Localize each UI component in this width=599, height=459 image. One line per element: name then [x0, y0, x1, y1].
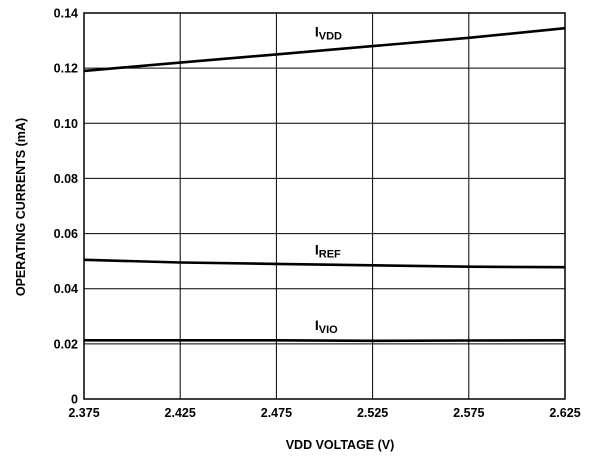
y-tick-label: 0.12 [54, 62, 78, 76]
y-tick-label: 0.10 [54, 117, 78, 131]
plot-frame [83, 12, 566, 400]
y-tick-label: 0.04 [54, 282, 78, 296]
tick-labels: 2.375 2.425 2.475 2.525 2.575 2.625 0 0.02 0.04 0… [54, 7, 581, 421]
y-axis-title: OPERATING CURRENTS (mA) [14, 118, 28, 296]
y-tick-label: 0 [71, 393, 78, 407]
x-tick-label: 2.475 [261, 406, 292, 420]
series-line-vdd [83, 26, 566, 73]
plot-border [83, 12, 566, 400]
y-tick-label: 0.06 [54, 227, 78, 241]
series-label-ref: IREF [315, 241, 341, 260]
series-labels: IVDD IREF IVIO [315, 23, 342, 336]
x-axis-title: VDD VOLTAGE (V) [286, 438, 395, 452]
x-tick-label: 2.575 [453, 406, 484, 420]
series-line-vio [84, 338, 566, 343]
x-tick-label: 2.375 [68, 406, 99, 420]
series-lines [83, 26, 566, 343]
y-tick-label: 0.08 [54, 172, 78, 186]
x-tick-label: 2.525 [357, 406, 388, 420]
grid-lines [84, 13, 565, 399]
x-tick-label: 2.625 [549, 406, 580, 420]
series-line-ref [83, 258, 566, 269]
y-tick-label: 0.02 [54, 337, 78, 351]
series-label-vio: IVIO [315, 317, 338, 336]
x-tick-label: 2.425 [165, 406, 196, 420]
y-tick-label: 0.14 [54, 7, 78, 21]
series-label-vdd: IVDD [315, 23, 342, 42]
